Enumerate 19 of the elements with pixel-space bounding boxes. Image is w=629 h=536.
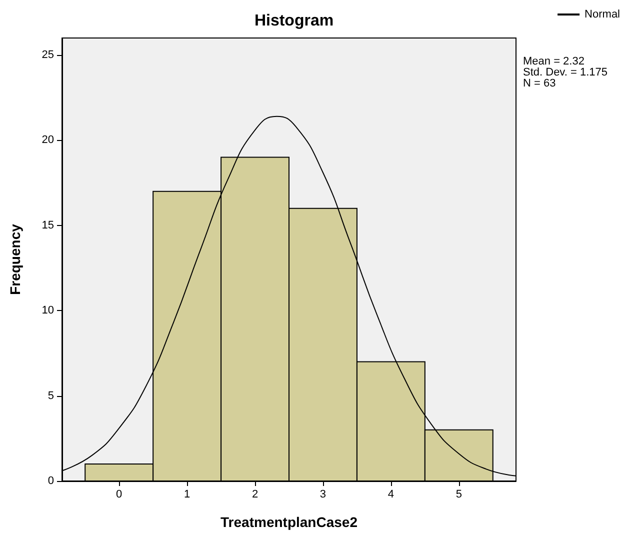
- x-tick-label: 3: [320, 488, 326, 500]
- y-tick-label: 15: [42, 219, 54, 232]
- x-axis-title: TreatmentplanCase2: [220, 514, 358, 530]
- x-tick-label: 2: [252, 488, 258, 500]
- y-tick-label: 5: [48, 390, 54, 402]
- y-tick-label: 20: [42, 134, 54, 146]
- legend-label: Normal: [584, 8, 620, 20]
- x-tick-label: 0: [116, 488, 122, 500]
- chart-title: Histogram: [254, 12, 334, 30]
- y-tick-label: 25: [42, 49, 54, 62]
- text: Mean = 2.32: [523, 56, 584, 68]
- text: N = 63: [523, 78, 556, 90]
- x-tick-label: 4: [388, 488, 394, 500]
- y-axis-title: Frequency: [7, 224, 23, 295]
- y-tick-label: 10: [42, 304, 54, 317]
- text: Std. Dev. = 1.175: [523, 66, 608, 78]
- y-tick-label: 0: [48, 475, 54, 487]
- x-tick-label: 5: [456, 488, 462, 500]
- x-tick-label: 1: [184, 488, 190, 500]
